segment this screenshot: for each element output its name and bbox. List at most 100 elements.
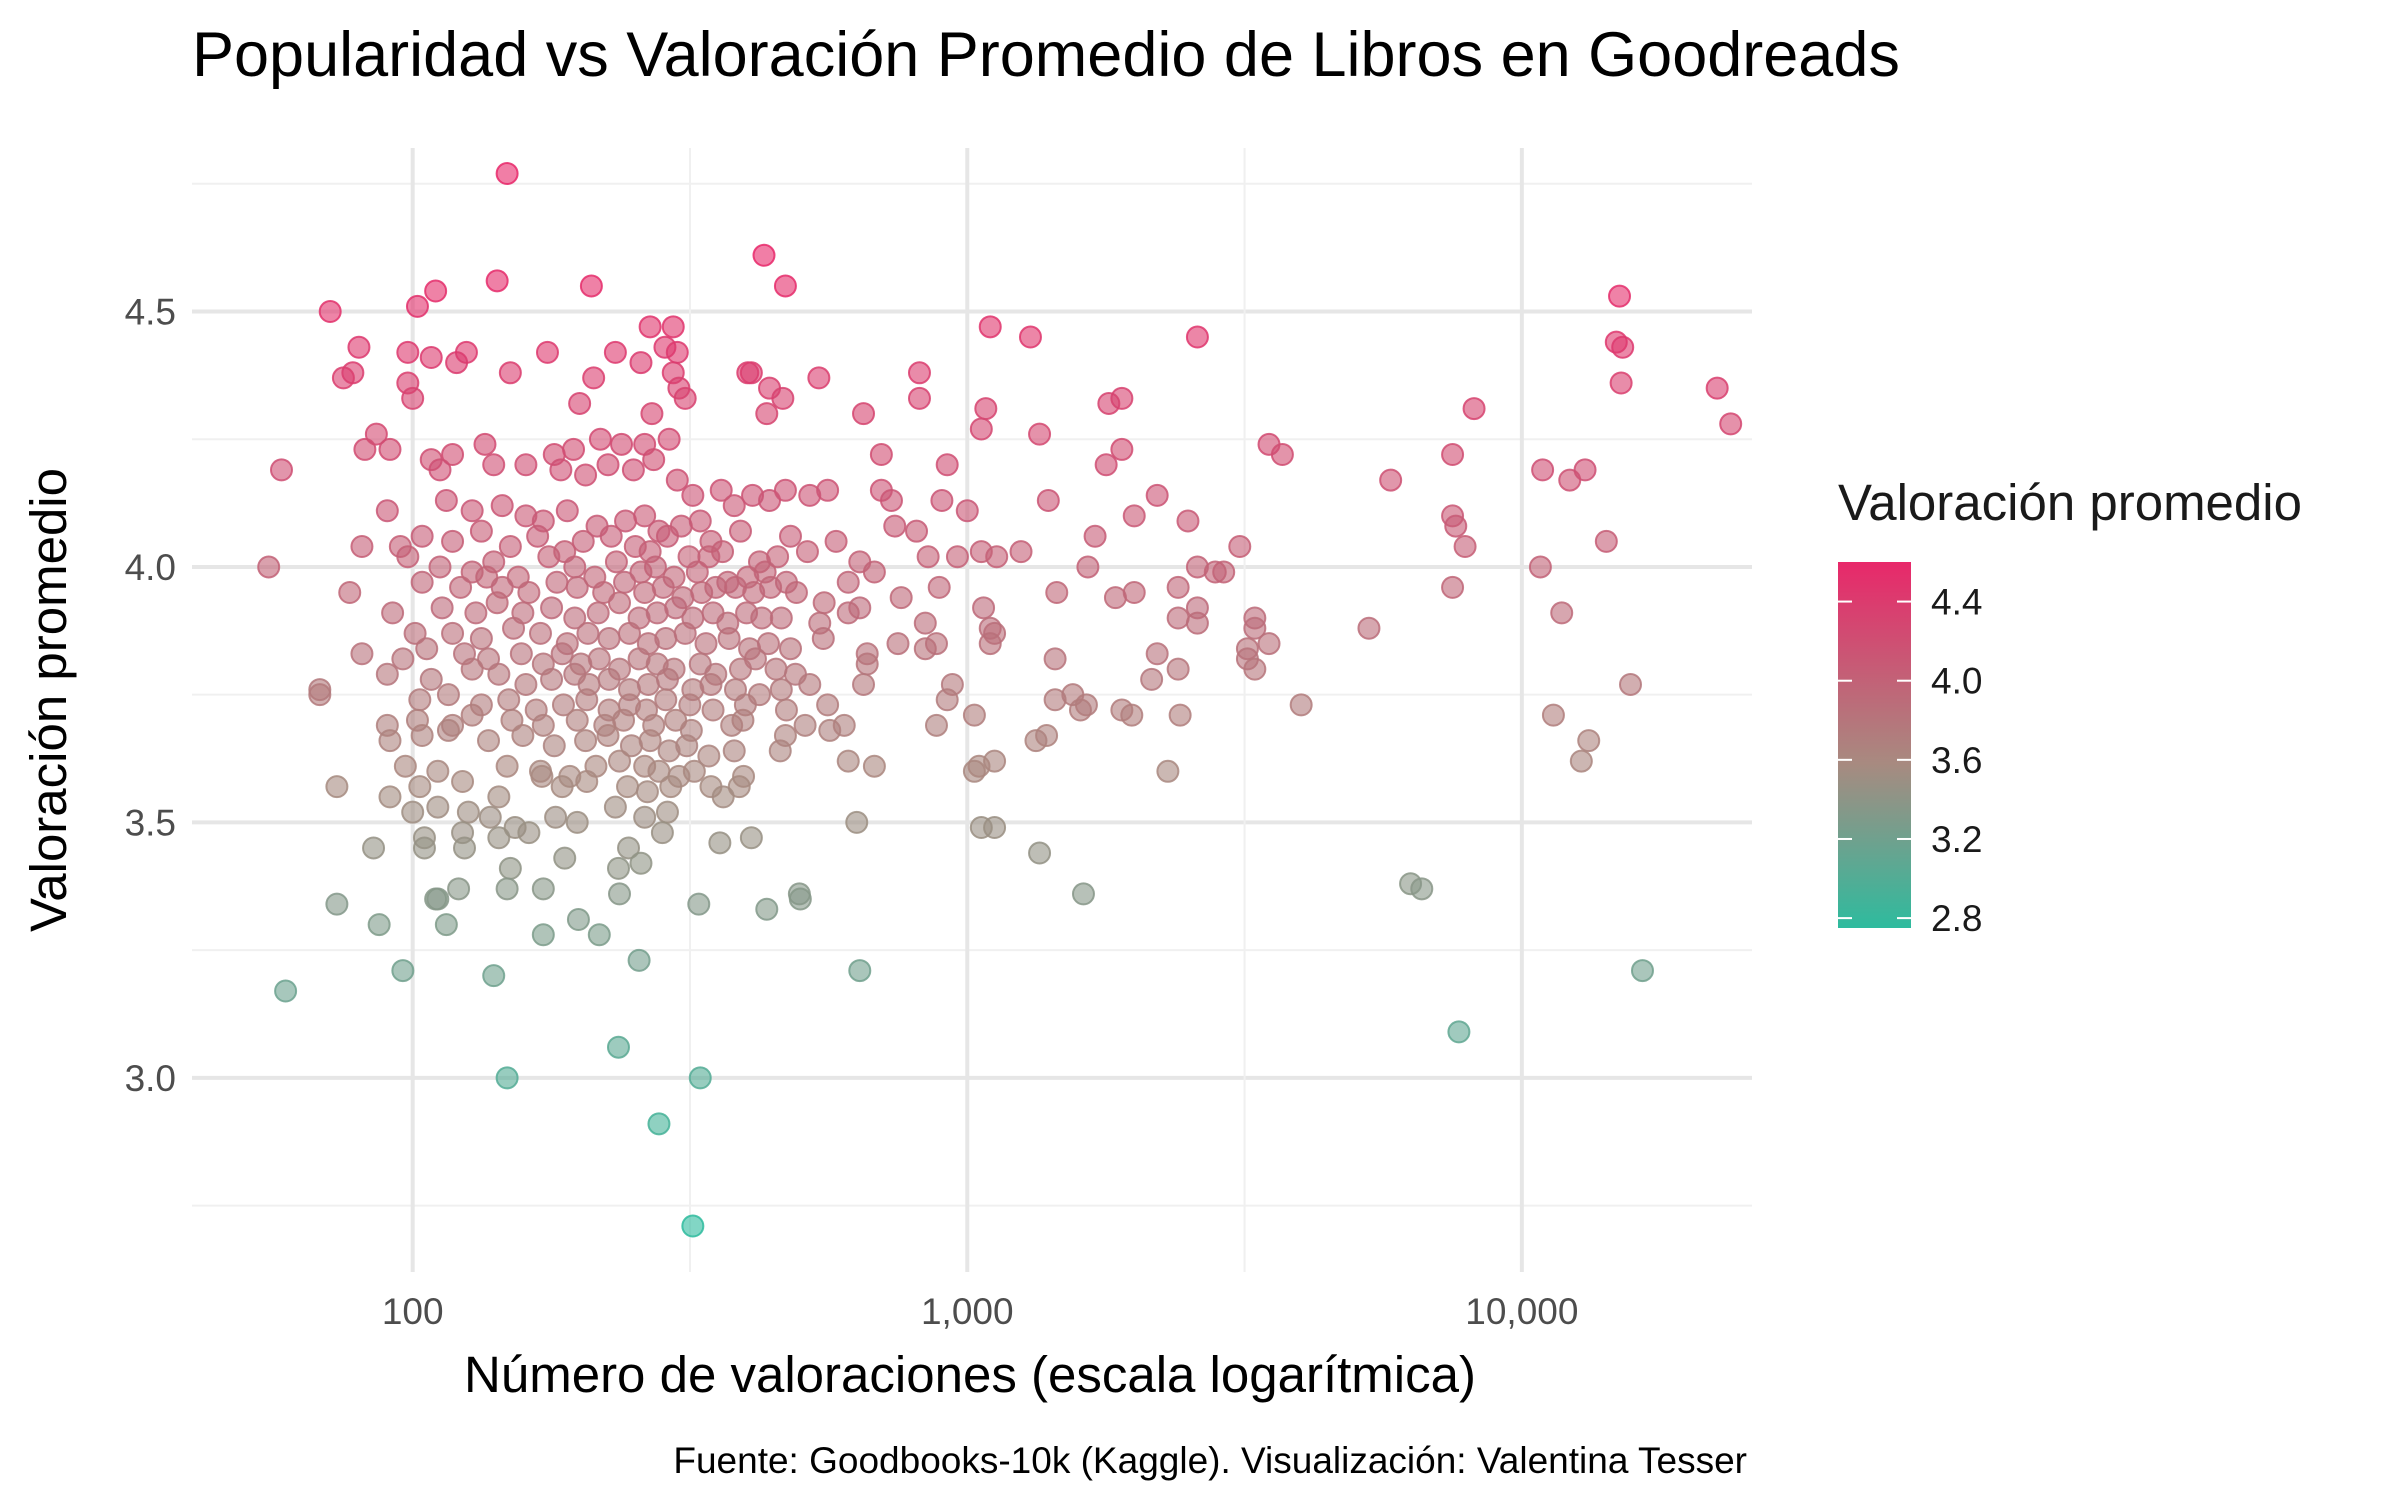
- scatter-point: [331, 366, 355, 390]
- scatter-point: [688, 509, 712, 533]
- y-axis-ticks: 3.0 3.5 4.0 4.5: [125, 291, 176, 1098]
- scatter-point: [927, 575, 951, 599]
- scatter-point: [606, 1035, 630, 1059]
- scatter-point: [755, 402, 779, 426]
- scatter-point: [848, 959, 872, 983]
- scatter-point: [544, 805, 568, 829]
- scatter-point: [381, 601, 405, 625]
- scatter-point: [969, 417, 993, 441]
- scatter-point: [1018, 325, 1042, 349]
- scatter-point: [408, 775, 432, 799]
- scatter-point: [375, 662, 399, 686]
- scatter-point: [495, 877, 519, 901]
- scatter-point: [441, 443, 465, 467]
- scatter-point: [681, 483, 705, 507]
- scatter-point: [487, 785, 511, 809]
- legend-tick-label: 4.4: [1931, 582, 1982, 623]
- scatter-point: [526, 524, 550, 548]
- scatter-point: [549, 458, 573, 482]
- scatter-point: [1609, 371, 1633, 395]
- scatter-point: [869, 443, 893, 467]
- scatter-point: [962, 703, 986, 727]
- scatter-point: [812, 591, 836, 615]
- y-tick-label: 3.0: [125, 1058, 176, 1099]
- scatter-point: [367, 913, 391, 937]
- scatter-point: [935, 688, 959, 712]
- scatter-point: [643, 555, 667, 579]
- scatter-point: [426, 759, 450, 783]
- scatter-point: [464, 601, 488, 625]
- scatter-point: [555, 499, 579, 523]
- scatter-point: [985, 545, 1009, 569]
- scatter-point: [412, 836, 436, 860]
- y-tick-label: 4.5: [125, 291, 176, 332]
- x-axis-ticks: 100 1,000 10,000: [382, 1291, 1579, 1332]
- scatter-point: [687, 892, 711, 916]
- scatter-point: [428, 458, 452, 482]
- scatter-point: [1185, 325, 1209, 349]
- scatter-point: [408, 688, 432, 712]
- scatter-point: [629, 351, 653, 375]
- scatter-point: [441, 621, 465, 645]
- scatter-point: [1379, 468, 1403, 492]
- scatter-point: [1228, 535, 1252, 559]
- scatter-point: [1140, 667, 1164, 691]
- scatter-point: [436, 718, 460, 742]
- scatter-point: [616, 775, 640, 799]
- scatter-point: [661, 315, 685, 339]
- scatter-point: [1243, 657, 1267, 681]
- scatter-point: [778, 637, 802, 661]
- legend-tick-label: 4.0: [1931, 661, 1982, 702]
- scatter-point: [347, 335, 371, 359]
- scatter-point: [426, 795, 450, 819]
- scatter-point: [551, 693, 575, 717]
- scatter-point: [795, 540, 819, 564]
- scatter-point: [638, 729, 662, 753]
- scatter-point: [482, 964, 506, 988]
- scatter-point: [1122, 504, 1146, 528]
- scatter-point: [1569, 749, 1593, 773]
- scatter-point: [1270, 443, 1294, 467]
- scatter-point: [582, 366, 606, 390]
- scatter-point: [889, 586, 913, 610]
- scatter-point: [606, 856, 630, 880]
- scatter-point: [764, 657, 788, 681]
- scatter-point: [657, 427, 681, 451]
- scatter-point: [338, 580, 362, 604]
- scatter-point: [608, 591, 632, 615]
- scatter-point: [487, 826, 511, 850]
- scatter-point: [391, 959, 415, 983]
- scatter-points: [257, 162, 1743, 1238]
- scatter-point: [451, 770, 475, 794]
- scatter-point: [257, 555, 281, 579]
- scatter-point: [1009, 540, 1033, 564]
- scatter-point: [325, 775, 349, 799]
- scatter-point: [410, 724, 434, 748]
- scatter-point: [665, 468, 689, 492]
- scatter-point: [722, 494, 746, 518]
- scatter-point: [434, 913, 458, 937]
- scatter-point: [460, 657, 484, 681]
- scatter-point: [565, 575, 589, 599]
- scatter-point: [717, 626, 741, 650]
- scatter-point: [816, 478, 840, 502]
- scatter-point: [930, 489, 954, 513]
- legend-ticks: 2.8 3.2 3.6 4.0 4.4: [1838, 582, 1982, 939]
- legend-tick-label: 3.2: [1931, 819, 1982, 860]
- scatter-point: [650, 821, 674, 845]
- scatter-point: [727, 775, 751, 799]
- scatter-point: [974, 397, 998, 421]
- scatter-point: [528, 621, 552, 645]
- scatter-point: [588, 427, 612, 451]
- scatter-point: [436, 683, 460, 707]
- scatter-point: [597, 667, 621, 691]
- x-axis-title: Número de valoraciones (escala logarítmi…: [464, 1346, 1476, 1403]
- scatter-point: [709, 478, 733, 502]
- scatter-point: [1212, 560, 1236, 584]
- scatter-point: [916, 545, 940, 569]
- scatter-point: [1035, 724, 1059, 748]
- scatter-point: [1185, 611, 1209, 635]
- scatter-point: [807, 366, 831, 390]
- scatter-point: [563, 606, 587, 630]
